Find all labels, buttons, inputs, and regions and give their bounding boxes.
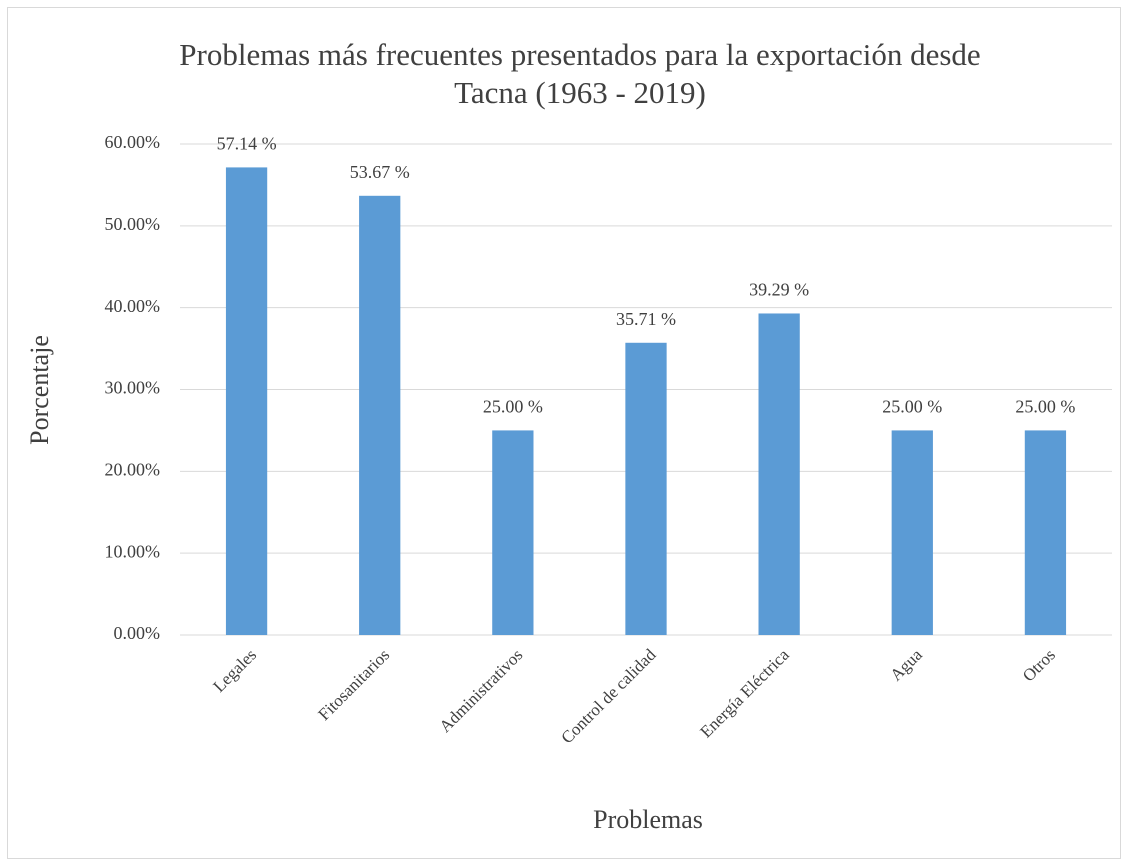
y-tick-label: 10.00% [105,541,161,561]
y-tick-label: 40.00% [105,296,161,316]
y-axis-label: Porcentaje [25,335,54,445]
bar [359,195,401,635]
value-label: 25.00 % [882,397,942,417]
bar [225,167,268,635]
chart-border [7,7,1121,859]
y-tick-label: 60.00% [105,132,161,152]
bar [492,430,534,635]
x-axis-label: Problemas [593,805,703,834]
chart-title: Problemas más frecuentes presentados par… [179,37,981,110]
y-tick-label: 0.00% [114,623,161,643]
bar [891,430,933,635]
bar [625,342,667,635]
value-label: 25.00 % [1015,397,1075,417]
y-tick-label: 20.00% [105,459,161,479]
y-tick-label: 30.00% [105,378,161,398]
bar [1024,430,1067,635]
bar [758,313,800,635]
value-label: 53.67 % [350,162,410,182]
value-label: 39.29 % [749,280,809,300]
value-label: 35.71 % [616,309,676,329]
value-label: 57.14 % [217,134,277,154]
y-tick-label: 50.00% [105,214,161,234]
value-label: 25.00 % [483,397,543,417]
